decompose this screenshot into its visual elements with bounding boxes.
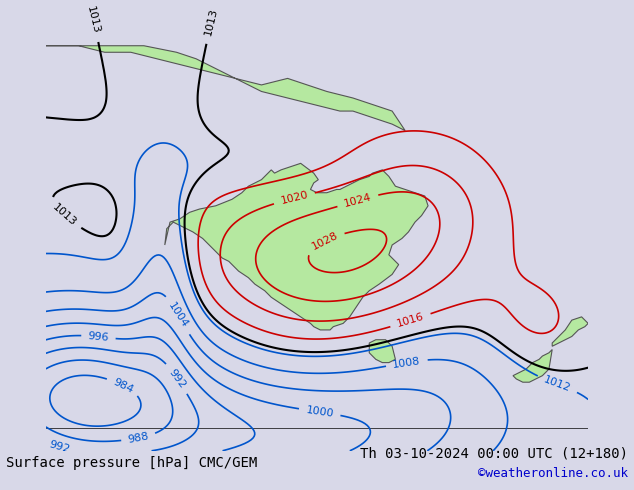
Polygon shape	[552, 317, 588, 346]
Text: 1013: 1013	[203, 7, 219, 36]
Polygon shape	[369, 340, 396, 363]
Text: 992: 992	[167, 367, 188, 390]
Text: 1008: 1008	[392, 356, 422, 369]
Text: 1004: 1004	[167, 300, 190, 330]
Polygon shape	[46, 46, 405, 131]
Text: Surface pressure [hPa] CMC/GEM: Surface pressure [hPa] CMC/GEM	[6, 456, 257, 470]
Text: Th 03-10-2024 00:00 UTC (12+180): Th 03-10-2024 00:00 UTC (12+180)	[359, 446, 628, 461]
Text: 1024: 1024	[343, 192, 373, 209]
Text: 996: 996	[87, 331, 110, 343]
Text: 1028: 1028	[310, 230, 339, 252]
Text: 1013: 1013	[50, 202, 78, 228]
Text: 992: 992	[48, 440, 71, 455]
Text: 1020: 1020	[280, 190, 309, 206]
Polygon shape	[513, 349, 552, 382]
Text: 1012: 1012	[542, 375, 573, 394]
Text: ©weatheronline.co.uk: ©weatheronline.co.uk	[477, 467, 628, 480]
Polygon shape	[165, 163, 428, 330]
Text: 1013: 1013	[86, 5, 101, 35]
Text: 988: 988	[127, 431, 150, 445]
Text: 984: 984	[111, 376, 135, 395]
Text: 1000: 1000	[305, 405, 334, 419]
Text: 1016: 1016	[396, 312, 425, 329]
